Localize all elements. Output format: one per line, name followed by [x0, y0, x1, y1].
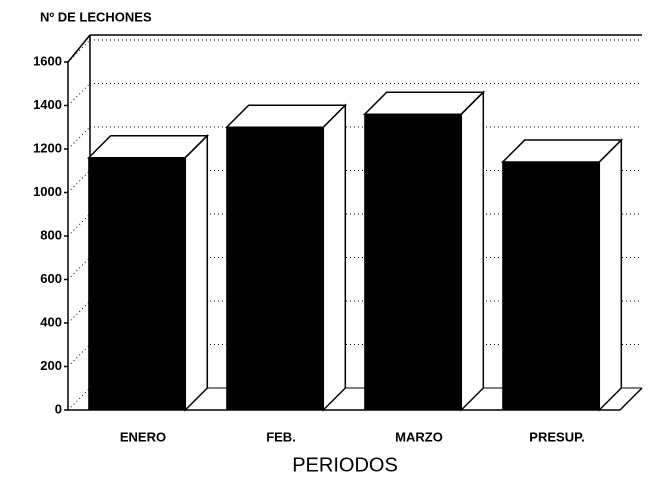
- x-tick-label: FEB.: [266, 429, 296, 444]
- y-tick-label: 600: [40, 271, 62, 286]
- grid-diagonal: [67, 300, 91, 324]
- grid-diagonal: [67, 213, 91, 237]
- y-tick-label: 800: [40, 227, 62, 242]
- x-tick-label: MARZO: [395, 429, 443, 444]
- x-tick-label: ENERO: [120, 429, 166, 444]
- bar-side: [184, 133, 209, 412]
- y-tick-label: 1400: [33, 97, 62, 112]
- grid-diagonal: [67, 83, 91, 106]
- bar: [226, 126, 324, 411]
- chart-title: Nº DE LECHONES: [40, 9, 152, 24]
- y-tick-label: 1600: [33, 53, 62, 68]
- y-tick-label: 400: [40, 314, 62, 329]
- y-axis-top: [67, 34, 91, 63]
- x-tick-label: PRESUP.: [529, 429, 584, 444]
- bar: [88, 157, 186, 411]
- floor-right: [619, 387, 643, 411]
- bar-side: [460, 90, 485, 412]
- bar: [502, 161, 600, 411]
- grid-diagonal: [67, 387, 91, 411]
- grid-diagonal: [67, 170, 91, 193]
- y-tick-label: 200: [40, 358, 62, 373]
- grid-diagonal: [67, 257, 91, 280]
- bar-side: [322, 103, 347, 412]
- bar-side: [598, 138, 623, 412]
- y-tick-label: 0: [55, 401, 62, 416]
- grid-diagonal: [67, 344, 91, 367]
- y-tick-label: 1000: [33, 184, 62, 199]
- y-tick-label: 1200: [33, 140, 62, 155]
- x-axis-label: PERIODOS: [292, 454, 398, 476]
- grid-diagonal: [67, 126, 91, 150]
- bar: [364, 113, 462, 411]
